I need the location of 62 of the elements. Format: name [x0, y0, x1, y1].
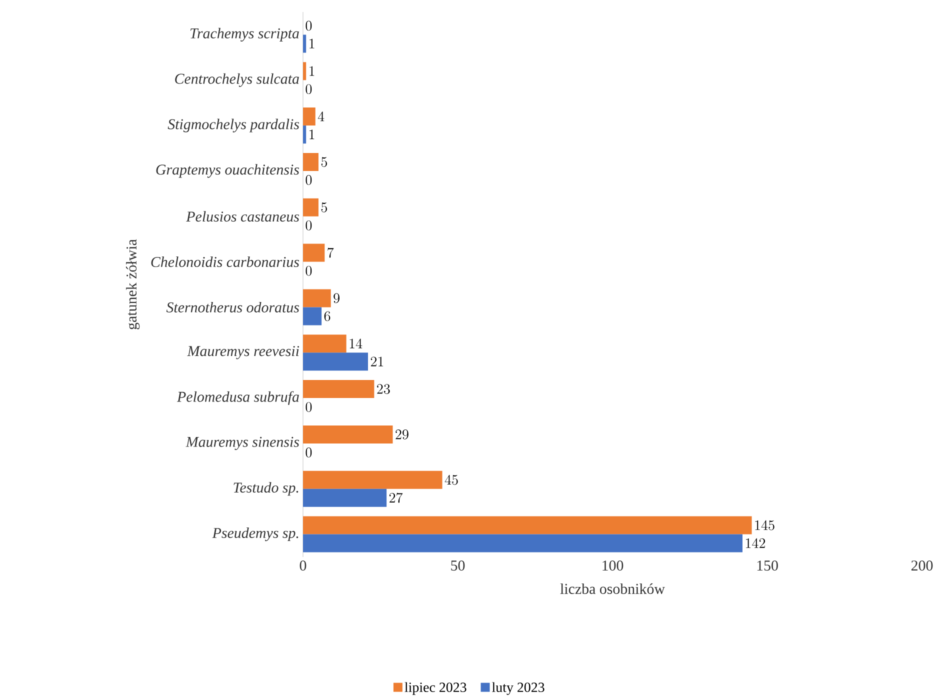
data-label: 9: [334, 293, 340, 304]
data-label: 1: [310, 38, 314, 48]
bar: [303, 534, 742, 552]
bar: [303, 488, 387, 507]
y-tick-label: Sternotherus odoratus: [166, 302, 300, 312]
y-axis-title: gatunek żółwia: [126, 239, 140, 330]
data-label: 6: [324, 311, 330, 322]
x-tick-label: 150: [757, 560, 778, 571]
x-tick-label: 50: [451, 560, 465, 571]
bar: [303, 516, 752, 534]
bar: [303, 244, 325, 262]
data-label: 5: [321, 157, 327, 167]
y-tick-label: Trachemys scripta: [190, 28, 299, 42]
x-tick-label: 0: [300, 560, 306, 571]
bar: [303, 108, 316, 126]
bar: [303, 307, 322, 326]
x-tick-label: 200: [911, 560, 933, 571]
data-label: 5: [321, 202, 327, 212]
y-tick-label: Pelusios castaneus: [186, 211, 300, 222]
bar: [303, 380, 374, 398]
legend-label: luty 2023: [492, 682, 544, 695]
data-label: 4: [318, 111, 324, 122]
data-label: 21: [370, 356, 384, 366]
data-label: 27: [389, 492, 403, 503]
y-tick-label: Pelomedusa subrufa: [176, 391, 299, 405]
legend-label: lipiec 2023: [404, 682, 466, 695]
y-tick-label: Centrochelys sulcata: [175, 73, 299, 87]
data-label: 142: [746, 538, 766, 548]
y-tick-label: Mauremys sinensis: [186, 436, 300, 450]
bar: [303, 334, 346, 353]
data-label: 0: [306, 266, 312, 276]
bar: [303, 470, 442, 489]
data-label: 23: [377, 384, 390, 394]
data-label: 0: [306, 175, 312, 185]
x-axis-title: liczba osobników: [560, 583, 665, 594]
bar: [303, 34, 306, 53]
bar: [303, 289, 331, 308]
data-label: 7: [328, 248, 334, 258]
y-tick-label: Graptemys ouachitensis: [156, 164, 300, 178]
data-label: 1: [310, 130, 314, 140]
data-label: 0: [306, 84, 312, 94]
data-label: 14: [350, 338, 362, 348]
bar: [303, 198, 318, 216]
y-tick-label: Mauremys reevesii: [187, 346, 300, 360]
y-tick-label: Stigmochelys pardalis: [168, 118, 300, 132]
data-label: 145: [755, 520, 774, 530]
data-label: 29: [396, 430, 408, 440]
data-label: 1: [310, 66, 314, 76]
bar: [303, 352, 368, 371]
y-tick-label: Testudo sp.: [234, 482, 298, 496]
data-label: 45: [444, 474, 458, 485]
bar: [303, 152, 318, 171]
bar: [303, 425, 393, 444]
x-tick-label: 100: [602, 560, 624, 571]
data-label: 0: [306, 20, 312, 31]
y-tick-label: Pseudemys sp.: [212, 528, 298, 542]
data-label: 0: [306, 448, 312, 458]
bar: [303, 126, 306, 144]
data-label: 0: [306, 220, 312, 230]
bar: [303, 62, 306, 80]
y-tick-label: Chelonoidis carbonarius: [151, 256, 300, 268]
data-label: 0: [306, 402, 312, 412]
